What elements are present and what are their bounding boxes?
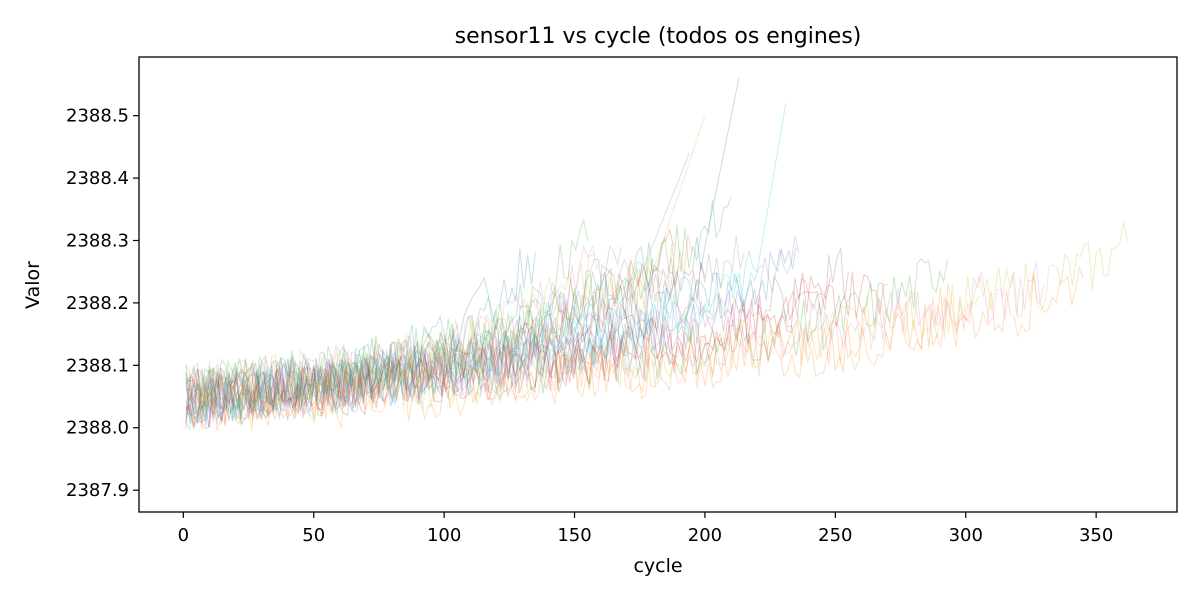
y-tick-label: 2388.2: [66, 293, 129, 314]
series-line-28: [185, 265, 763, 422]
chart-title: sensor11 vs cycle (todos os engines): [455, 24, 862, 49]
x-tick-label: 300: [949, 525, 983, 546]
series-line-1: [185, 78, 740, 431]
series-line-4: [185, 152, 690, 422]
series-line-25: [185, 283, 980, 431]
series-line-12: [185, 235, 745, 414]
x-axis-ticks: 0 50 100 150 200 250 300 350: [178, 512, 1113, 546]
series-line-13: [185, 246, 797, 427]
x-tick-label: 250: [818, 525, 852, 546]
x-axis-label: cycle: [633, 555, 682, 577]
series-line-7: [185, 265, 1084, 430]
y-tick-label: 2388.5: [66, 106, 129, 127]
series-line-11: [185, 248, 849, 424]
y-axis-ticks: 2387.9 2388.0 2388.1 2388.2 2388.3 2388.4 2388…: [66, 106, 139, 501]
series-line-19: [185, 218, 589, 409]
x-tick-label: 200: [688, 525, 722, 546]
series-line-23: [185, 248, 536, 423]
series-line-10: [185, 271, 888, 428]
series-line-24: [185, 272, 831, 430]
x-tick-label: 350: [1079, 525, 1113, 546]
x-tick-label: 150: [557, 525, 591, 546]
series-line-8: [185, 262, 1045, 416]
y-tick-label: 2388.3: [66, 230, 129, 251]
series-line-16: [185, 245, 622, 429]
series-line-6: [185, 221, 1128, 421]
y-tick-label: 2388.0: [66, 418, 129, 439]
series-line-2: [185, 103, 787, 432]
series-line-21: [185, 244, 602, 417]
series-line-18: [185, 259, 654, 424]
series-line-26: [185, 235, 800, 422]
series-lines: [185, 78, 1128, 432]
series-line-9: [185, 258, 948, 422]
plot-frame: [138, 56, 1178, 513]
series-line-17: [185, 243, 596, 413]
y-tick-label: 2387.9: [66, 480, 129, 501]
series-line-5: [185, 196, 732, 416]
x-tick-label: 0: [178, 525, 189, 546]
y-axis-label: Valor: [22, 261, 44, 309]
series-line-22: [185, 257, 680, 424]
x-tick-label: 100: [427, 525, 461, 546]
series-line-15: [185, 228, 675, 418]
series-line-20: [185, 261, 706, 423]
x-tick-label: 50: [302, 525, 325, 546]
series-line-3: [185, 115, 706, 411]
y-tick-label: 2388.1: [66, 355, 129, 376]
series-line-14: [185, 233, 693, 432]
series-line-27: [185, 245, 654, 415]
y-tick-label: 2388.4: [66, 168, 129, 189]
